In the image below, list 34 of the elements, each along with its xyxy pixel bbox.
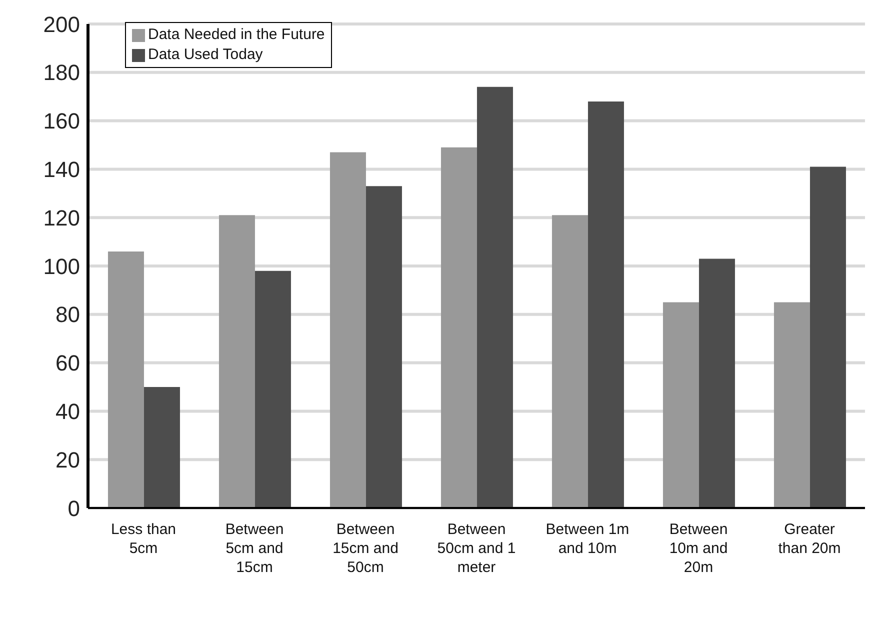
legend-label: Data Needed in the Future — [148, 25, 325, 45]
y-tick-label: 200 — [43, 12, 80, 37]
y-tick-label: 40 — [56, 399, 80, 424]
legend-label: Data Used Today — [148, 45, 263, 65]
y-tick-label: 80 — [56, 302, 80, 328]
x-tick-label: Between 15cm and 50cm — [332, 521, 398, 576]
y-tick-label: 100 — [43, 254, 80, 279]
bar — [698, 258, 735, 508]
x-tick-label: Between 50cm and 1 meter — [437, 521, 516, 576]
y-tick-label: 60 — [56, 350, 80, 376]
x-tick-label: Greater than 20m — [778, 521, 841, 557]
bar — [366, 186, 402, 508]
bar — [810, 166, 846, 508]
y-tick-label: 0 — [68, 496, 80, 521]
y-tick-label: 180 — [43, 60, 80, 86]
x-tick-label: Less than 5cm — [110, 521, 176, 557]
bar — [144, 387, 180, 508]
bar — [588, 101, 624, 508]
bar — [330, 152, 366, 508]
x-tick-label: Between 5cm and 15cm — [225, 521, 284, 576]
y-tick-label: 160 — [43, 108, 80, 134]
bar — [552, 215, 588, 508]
bar — [254, 270, 291, 508]
bar — [108, 251, 144, 508]
y-tick-label: 140 — [43, 157, 80, 182]
bar — [662, 302, 699, 508]
bar — [440, 147, 477, 508]
y-tick-label: 120 — [43, 205, 80, 230]
bar — [476, 86, 513, 508]
x-tick-label: Between 1m and 10m — [546, 521, 630, 557]
x-tick-label: Between 10m and 20m — [669, 521, 728, 576]
bar — [774, 302, 810, 508]
bar — [218, 215, 255, 508]
y-tick-label: 20 — [56, 447, 80, 472]
